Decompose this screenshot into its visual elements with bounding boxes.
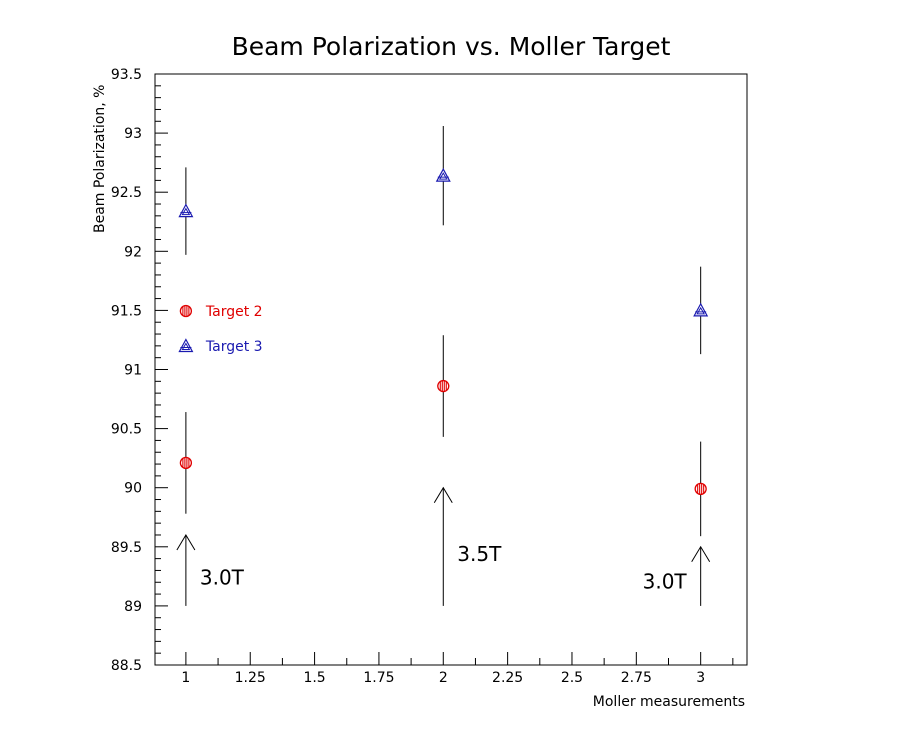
x-tick-label: 1.75 — [363, 670, 394, 686]
x-tick-label: 1.25 — [235, 670, 266, 686]
y-tick-label: 92 — [124, 244, 142, 260]
data-point — [437, 335, 450, 437]
annotation-arrowhead — [433, 486, 453, 503]
legend-label: Target 2 — [205, 304, 263, 320]
y-tick-label: 88.5 — [111, 658, 142, 674]
legend: Target 2 Target 3 — [178, 304, 263, 355]
annotation-label: 3.0T — [200, 565, 245, 589]
data-point — [435, 126, 451, 226]
x-tick-label: 1 — [181, 670, 190, 686]
y-tick-label: 91.5 — [111, 303, 142, 319]
series-layer — [178, 126, 709, 537]
annotations: 3.0T 3.5T 3.0T — [176, 486, 711, 606]
annotation-label: 3.0T — [643, 569, 688, 593]
x-tick-label: 1.5 — [303, 670, 325, 686]
x-tick-label: 2.5 — [561, 670, 583, 686]
circle-marker — [179, 304, 193, 318]
circle-marker — [694, 482, 707, 496]
y-axis-label: Beam Polarization, % — [92, 85, 108, 233]
field-annotation: 3.0T — [643, 545, 711, 606]
y-tick-label: 93 — [124, 126, 142, 142]
data-point — [694, 441, 707, 537]
x-tick-label: 2 — [439, 670, 448, 686]
annotation-label: 3.5T — [457, 542, 502, 566]
field-annotation: 3.5T — [433, 486, 502, 606]
triangle-marker — [178, 203, 194, 218]
data-point — [693, 266, 709, 355]
annotation-arrowhead — [176, 534, 196, 551]
data-point — [178, 167, 194, 255]
y-tick-label: 89 — [124, 599, 142, 615]
y-tick-label: 89.5 — [111, 540, 142, 556]
x-axis: 1 1.25 1.5 1.75 2 2.25 2.5 2.75 3 — [181, 652, 734, 686]
circle-marker — [179, 456, 193, 470]
y-tick-label: 90 — [124, 481, 142, 497]
legend-entry: Target 2 — [179, 304, 263, 320]
circle-marker — [437, 379, 450, 393]
triangle-marker — [178, 338, 194, 353]
field-annotation: 3.0T — [176, 534, 245, 606]
x-tick-label: 2.75 — [621, 670, 652, 686]
legend-label: Target 3 — [205, 339, 263, 355]
data-point — [179, 412, 193, 514]
y-tick-label: 90.5 — [111, 422, 142, 438]
chart-title: Beam Polarization vs. Moller Target — [232, 32, 671, 61]
x-tick-label: 2.25 — [492, 670, 523, 686]
y-tick-label: 92.5 — [111, 185, 142, 201]
y-tick-label: 91 — [124, 363, 142, 379]
x-tick-label: 3 — [696, 670, 705, 686]
triangle-marker — [693, 302, 709, 317]
x-axis-label: Moller measurements — [593, 694, 745, 710]
legend-entry: Target 3 — [178, 338, 263, 355]
y-axis: 88.5 89 89.5 90 90.5 91 91.5 92 92.5 93 93.5 — [111, 67, 168, 674]
triangle-marker — [435, 167, 451, 182]
annotation-arrowhead — [691, 545, 711, 563]
series-1 — [179, 335, 707, 537]
y-tick-label: 93.5 — [111, 67, 142, 83]
series-2 — [178, 126, 709, 355]
